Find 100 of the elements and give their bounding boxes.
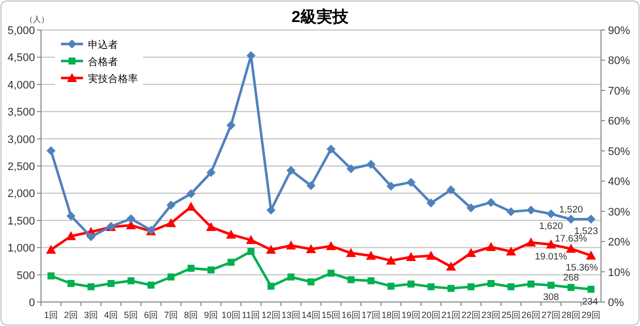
point <box>226 120 236 130</box>
y-tick-label: 2,500 <box>7 161 35 173</box>
point <box>86 232 96 242</box>
point <box>366 160 376 169</box>
point <box>566 244 576 253</box>
x-tick-label: 26回 <box>521 310 541 320</box>
point <box>306 181 316 190</box>
point <box>428 283 434 290</box>
point <box>346 164 356 174</box>
point <box>126 214 136 224</box>
point <box>528 280 534 288</box>
point <box>426 250 436 260</box>
point <box>406 252 416 261</box>
x-tick-label: 15回 <box>321 310 341 320</box>
point <box>426 198 436 208</box>
x-tick-label: 9回 <box>204 310 218 320</box>
point <box>188 264 194 272</box>
point <box>206 168 216 178</box>
x-tick-label: 11回 <box>242 310 260 320</box>
point <box>446 185 456 194</box>
point <box>206 222 216 232</box>
data-label: 15.36% <box>566 262 599 274</box>
x-tick-label: 23回 <box>481 310 501 320</box>
x-tick-label: 25回 <box>501 310 521 320</box>
point <box>566 214 576 224</box>
point <box>228 258 234 266</box>
point <box>466 248 476 258</box>
x-tick-label: 4回 <box>104 310 118 320</box>
y-tick-label: 2,000 <box>7 188 35 200</box>
point <box>568 284 574 291</box>
point <box>326 241 336 250</box>
y-tick-label: 4,000 <box>7 79 35 92</box>
data-label: 19.01% <box>534 252 568 263</box>
x-tick-label: 21回 <box>441 310 461 320</box>
x-tick-label: 3回 <box>84 310 98 320</box>
x-tick-label: 29回 <box>581 310 601 320</box>
x-tick-label: 2回 <box>64 310 78 320</box>
x-tick-label: 8回 <box>184 310 198 320</box>
x-tick-label: 13回 <box>281 310 301 320</box>
point <box>548 282 554 289</box>
point <box>326 144 336 154</box>
x-tick-label: 16回 <box>341 310 361 320</box>
point <box>306 244 316 254</box>
text: （人） <box>25 15 49 24</box>
point <box>466 203 476 212</box>
point <box>348 276 354 284</box>
point <box>128 277 134 284</box>
y-tick-label: 5,000 <box>7 25 35 37</box>
point <box>588 286 594 293</box>
point <box>486 198 496 207</box>
y2-tick-label: 70% <box>608 85 630 98</box>
y2-tick-label: 80% <box>608 55 630 68</box>
point <box>388 282 394 290</box>
point <box>226 230 236 239</box>
point <box>526 206 536 215</box>
y-tick-label: 3,500 <box>7 106 35 119</box>
point <box>406 178 416 187</box>
point <box>386 256 396 265</box>
data-label: 1,620 <box>539 220 563 232</box>
data-label: 1,520 <box>559 204 583 216</box>
x-tick-label: 20回 <box>421 310 441 320</box>
point <box>208 266 214 274</box>
y2-tick-label: 10% <box>608 266 630 279</box>
y2-tick-label: 20% <box>608 236 630 249</box>
x-tick-label: 7回 <box>164 310 178 320</box>
x-tick-label: 22回 <box>461 310 481 320</box>
x-tick-label: 14回 <box>301 310 321 320</box>
x-tick-label: 12回 <box>261 310 281 320</box>
point <box>46 146 56 156</box>
point <box>246 235 256 244</box>
point <box>286 166 296 175</box>
point <box>48 272 54 280</box>
y-tick-label: 0 <box>28 297 35 309</box>
point <box>266 244 276 254</box>
x-tick-label: 5回 <box>124 310 138 320</box>
data-label: 268 <box>563 272 579 284</box>
y-tick-label: 1,500 <box>7 215 35 228</box>
x-tick-label: 10回 <box>221 310 241 320</box>
point <box>46 244 56 254</box>
point <box>168 273 174 280</box>
x-tick-label: 28回 <box>561 310 581 320</box>
point <box>308 278 314 286</box>
point <box>148 282 154 289</box>
point <box>468 283 474 290</box>
legend-label: 合格者 <box>88 56 118 68</box>
point <box>488 280 494 288</box>
point <box>248 248 254 255</box>
point <box>88 283 94 290</box>
point <box>286 240 296 250</box>
point <box>186 202 196 211</box>
x-tick-label: 17回 <box>361 310 381 320</box>
point <box>486 242 496 251</box>
point <box>328 270 334 277</box>
point <box>186 189 196 198</box>
y-tick-label: 4,500 <box>7 52 35 64</box>
point <box>546 240 556 249</box>
point <box>526 237 536 246</box>
legend-label: 申込者 <box>88 39 118 51</box>
point <box>66 212 76 221</box>
y2-tick-label: 50% <box>608 146 630 158</box>
